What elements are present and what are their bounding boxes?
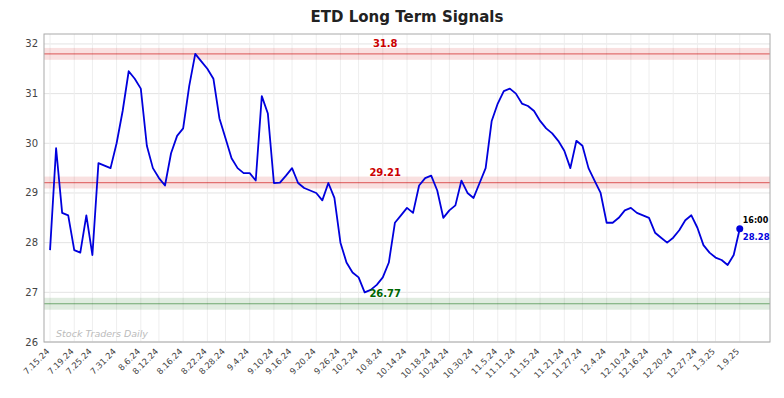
watermark: Stock Traders Daily bbox=[56, 328, 148, 339]
plot-area bbox=[44, 48, 770, 310]
price-line bbox=[50, 54, 740, 292]
y-tick-label: 28 bbox=[25, 237, 38, 248]
band-line bbox=[44, 182, 770, 183]
x-tick-label: 1.3.25 bbox=[691, 346, 717, 372]
y-tick-label: 31 bbox=[25, 88, 38, 99]
x-tick-label: 8.28.24 bbox=[197, 346, 227, 376]
band-fill bbox=[44, 298, 770, 310]
band-fill bbox=[44, 48, 770, 60]
grid bbox=[44, 34, 770, 342]
band-label: 26.77 bbox=[369, 288, 401, 299]
band-label: 29.21 bbox=[369, 167, 401, 178]
y-tick-label: 30 bbox=[25, 138, 38, 149]
end-time-label: 16:00 bbox=[743, 216, 769, 225]
chart: ETD Long Term Signals262728293031327.15.… bbox=[0, 0, 784, 398]
band-label: 31.8 bbox=[373, 38, 398, 49]
end-value-label: 28.28 bbox=[743, 232, 770, 242]
y-tick-label: 26 bbox=[25, 337, 38, 348]
x-tick-label: 10.30.24 bbox=[441, 346, 475, 380]
y-tick-label: 32 bbox=[25, 38, 38, 49]
band-fill bbox=[44, 177, 770, 189]
y-tick-label: 27 bbox=[25, 287, 38, 298]
title: ETD Long Term Signals bbox=[311, 8, 504, 26]
band-line bbox=[44, 53, 770, 54]
y-tick-label: 29 bbox=[25, 187, 38, 198]
x-tick-label: 11.27.24 bbox=[550, 346, 584, 380]
band-line bbox=[44, 303, 770, 304]
plot-frame bbox=[44, 34, 770, 342]
x-tick-label: 1.9.25 bbox=[715, 346, 741, 372]
x-tick-label: 7.31.24 bbox=[88, 346, 118, 376]
